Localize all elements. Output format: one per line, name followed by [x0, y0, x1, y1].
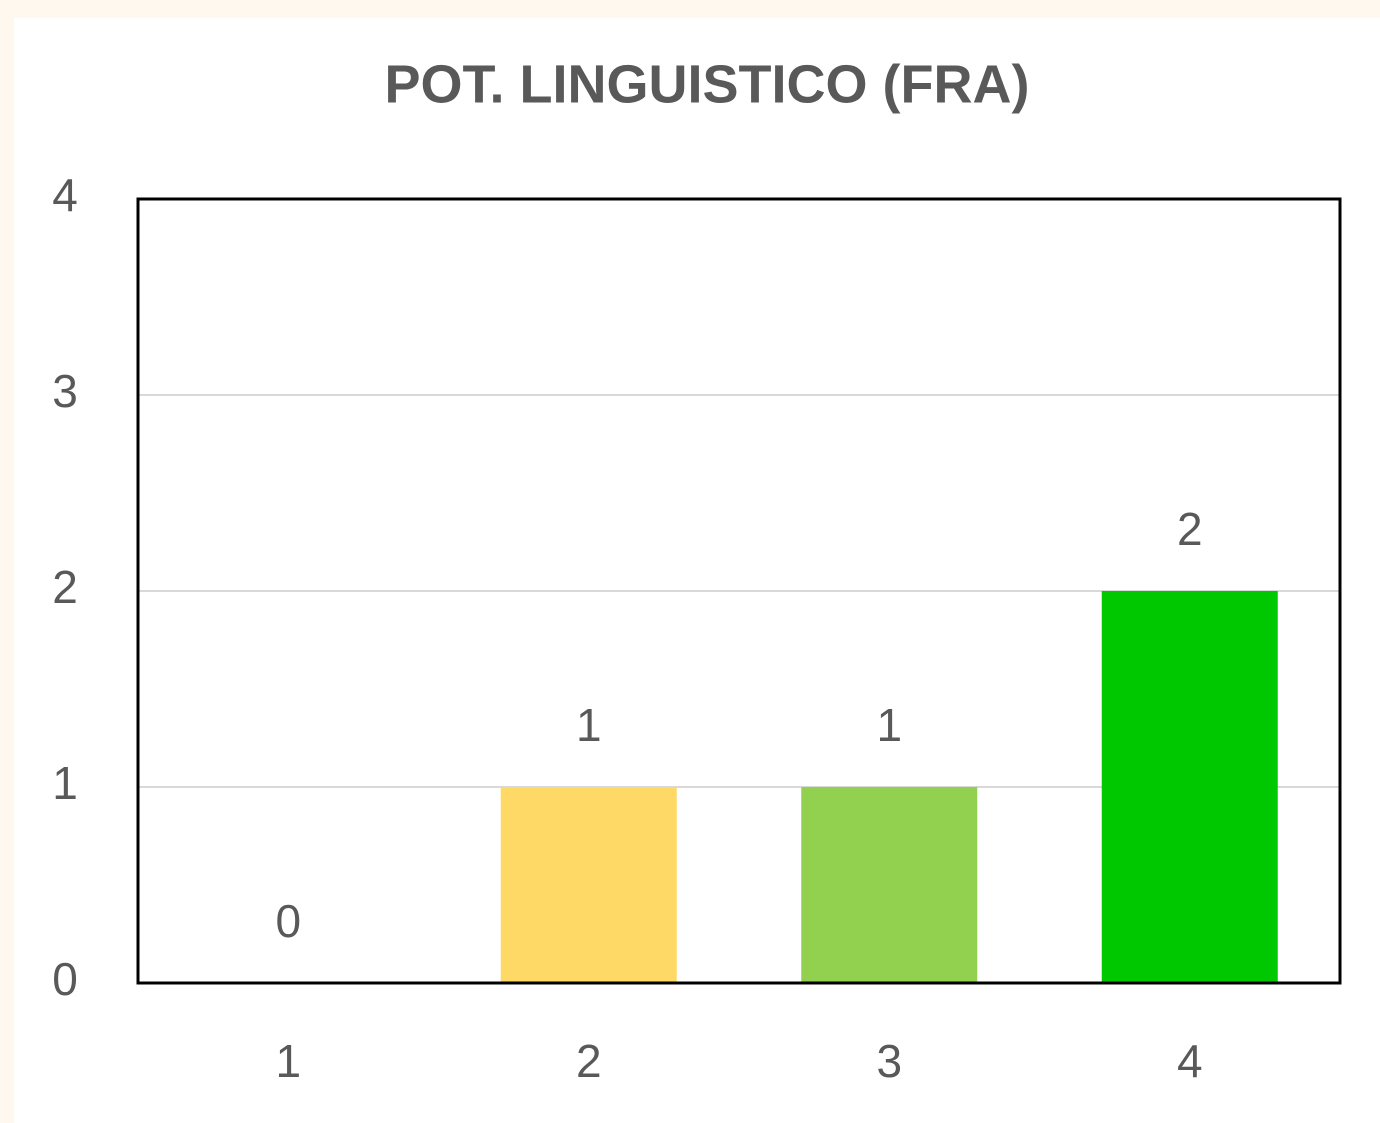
- bar: [801, 787, 978, 983]
- data-label: 1: [576, 699, 602, 751]
- y-tick-label: 0: [52, 953, 78, 1005]
- data-label: 2: [1177, 503, 1203, 555]
- chart-title: POT. LINGUISTICO (FRA): [385, 54, 1030, 114]
- y-tick-label: 4: [52, 169, 78, 221]
- data-label: 0: [275, 895, 301, 947]
- bar: [500, 787, 677, 983]
- y-tick-label: 2: [52, 561, 78, 613]
- y-tick-label: 1: [52, 757, 78, 809]
- x-tick-label: 2: [576, 1035, 602, 1087]
- plot-frame: [136, 197, 1342, 985]
- x-tick-label: 1: [275, 1035, 301, 1087]
- x-tick-label: 4: [1177, 1035, 1203, 1087]
- x-tick-label: 3: [876, 1035, 902, 1087]
- y-tick-label: 3: [52, 365, 78, 417]
- data-label: 1: [876, 699, 902, 751]
- bar: [1101, 591, 1278, 983]
